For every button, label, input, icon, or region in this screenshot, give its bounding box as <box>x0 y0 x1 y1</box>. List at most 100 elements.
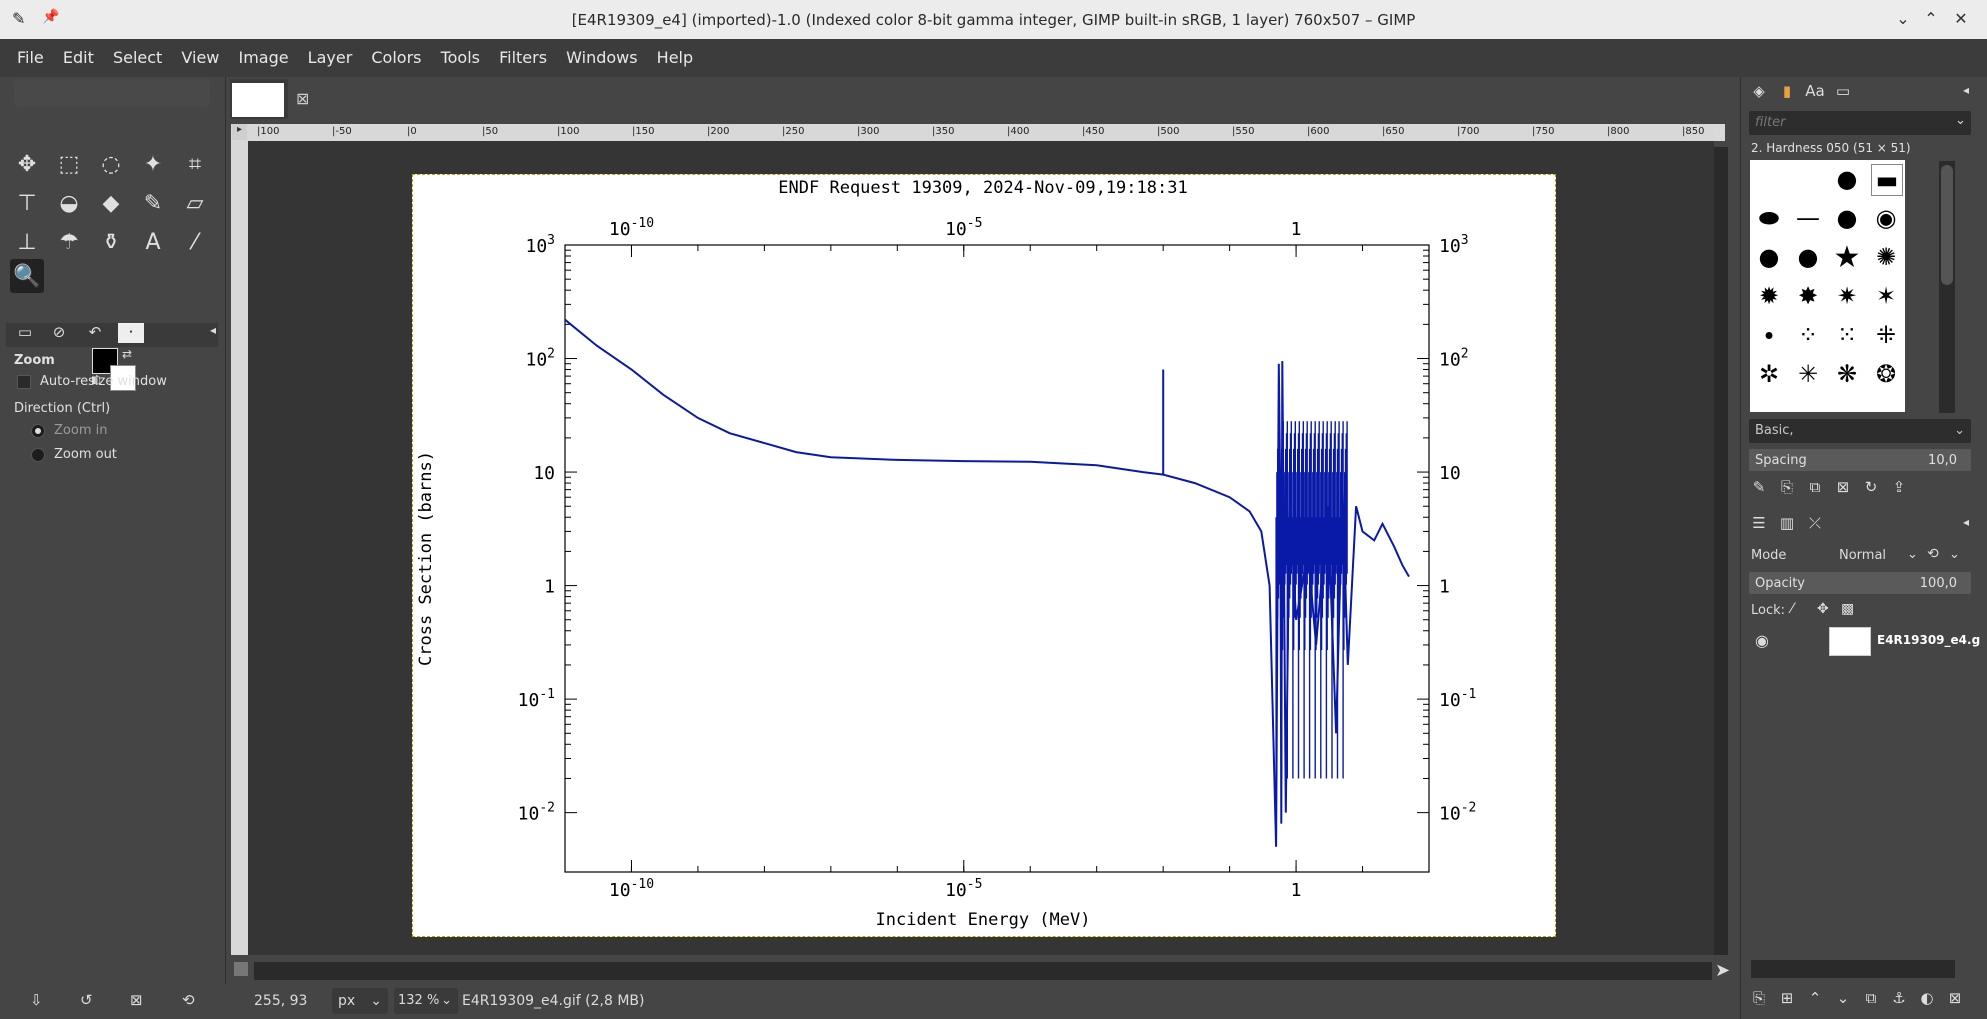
swap-colors-icon[interactable]: ⇄ <box>122 347 133 361</box>
chevron-down-icon[interactable]: ⌄ <box>1949 547 1960 562</box>
dodge-tool-icon[interactable]: ⚱ <box>101 229 121 255</box>
layers-tab-icon[interactable]: ☰ <box>1752 514 1766 532</box>
fonts-tab-icon[interactable]: Aa <box>1805 82 1825 100</box>
vertical-ruler[interactable] <box>231 141 248 955</box>
quick-mask-corner-icon[interactable]: ▸ <box>232 124 247 140</box>
menu-layer[interactable]: Layer <box>307 48 353 67</box>
menu-filters[interactable]: Filters <box>499 48 548 67</box>
brush-tag-select[interactable]: Basic, ⌄ <box>1749 419 1971 443</box>
brush-filter-input[interactable]: filter <box>1749 111 1971 135</box>
new-layer-group-icon[interactable]: ⊞ <box>1780 989 1794 1007</box>
patterns-tab-icon[interactable]: ▮ <box>1782 82 1792 100</box>
visibility-eye-icon[interactable]: ◉ <box>1755 631 1769 650</box>
menu-windows[interactable]: Windows <box>566 48 638 67</box>
mode-select[interactable]: Normal <box>1839 548 1887 563</box>
menu-file[interactable]: File <box>17 48 44 67</box>
navigate-icon[interactable]: ➤ <box>1715 960 1731 981</box>
brushes-tab-icon[interactable]: ◈ <box>1753 82 1765 100</box>
horizontal-scrollbar[interactable] <box>254 962 1712 980</box>
text-tool-icon[interactable]: A <box>145 229 161 255</box>
zoom-in-radio[interactable] <box>31 424 45 438</box>
edit-brush-icon[interactable]: ✎ <box>1752 478 1766 496</box>
reset-tool-options-icon[interactable]: ⟲ <box>182 991 195 1009</box>
menu-view[interactable]: View <box>181 48 220 67</box>
warp-tool-icon[interactable]: ◒ <box>59 190 79 216</box>
menu-edit[interactable]: Edit <box>62 48 94 67</box>
bucket-fill-tool-icon[interactable]: ◆ <box>102 190 120 216</box>
undo-history-tab-icon[interactable]: ↶ <box>88 323 102 341</box>
lasso-tool-icon[interactable]: ◌ <box>101 151 121 177</box>
brush-preset[interactable]: ✸ <box>1797 282 1819 310</box>
brush-preset[interactable]: ⬬ <box>1758 204 1780 232</box>
brush-grid[interactable]: ● ▬ ⬬ — ● ◉ ● ● ★ ✺ ✹ ✸ ✷ ✶ ∙ ⁘ ⁙ ⁜ ✲ ✳ ❋ ❂ <box>1750 160 1905 412</box>
transform-tool-icon[interactable]: ⊤ <box>17 190 37 216</box>
brush-preset[interactable] <box>1754 164 1784 194</box>
eraser-tool-icon[interactable]: ▱ <box>186 190 204 216</box>
unit-select[interactable]: px ⌄ <box>332 988 388 1014</box>
brush-preset[interactable]: ❋ <box>1836 360 1858 388</box>
menu-select[interactable]: Select <box>112 48 163 67</box>
brush-preset[interactable]: ✹ <box>1758 282 1780 310</box>
fuzzy-select-tool-icon[interactable]: ✦ <box>143 151 163 177</box>
brush-preset[interactable]: — <box>1796 204 1820 232</box>
brush-preset[interactable]: ✷ <box>1836 282 1858 310</box>
save-tool-preset-icon[interactable]: ⇩ <box>30 991 43 1009</box>
brush-preset[interactable]: ❂ <box>1875 360 1897 388</box>
zoom-select[interactable]: 132 % ⌄ <box>394 988 458 1014</box>
menu-colors[interactable]: Colors <box>371 48 422 67</box>
raise-layer-icon[interactable]: ⌃ <box>1808 989 1822 1007</box>
brush-preset[interactable]: ⁘ <box>1797 321 1819 349</box>
menu-help[interactable]: Help <box>656 48 694 67</box>
image-canvas[interactable]: ENDF Request 19309, 2024-Nov-09,19:18:31… <box>412 174 1556 937</box>
duplicate-brush-icon[interactable]: ⧉ <box>1809 478 1821 496</box>
panel-menu-icon[interactable]: ◂ <box>1963 515 1970 529</box>
lock-position-icon[interactable]: ✥ <box>1817 601 1829 617</box>
zoom-out-radio[interactable] <box>31 448 45 462</box>
vertical-scrollbar[interactable] <box>1714 147 1728 955</box>
brush-preset[interactable] <box>1793 164 1823 194</box>
lower-layer-icon[interactable]: ⌄ <box>1836 989 1850 1007</box>
clone-tool-icon[interactable]: ⊥ <box>17 229 37 255</box>
brush-preset[interactable]: ✺ <box>1875 243 1897 271</box>
restore-tool-preset-icon[interactable]: ↺ <box>80 991 93 1009</box>
spacing-slider[interactable]: Spacing 10,0 <box>1749 449 1971 471</box>
delete-layer-icon[interactable]: ⊠ <box>1948 989 1962 1007</box>
mask-layer-icon[interactable]: ◐ <box>1920 989 1934 1007</box>
image-tab[interactable] <box>230 79 288 119</box>
channels-tab-icon[interactable]: ▥ <box>1779 514 1795 532</box>
menu-tools[interactable]: Tools <box>440 48 480 67</box>
close-window-button[interactable]: ✕ <box>1954 9 1968 28</box>
paths-tab-icon[interactable]: ⤫ <box>1808 514 1821 532</box>
brush-preset[interactable]: ∙ <box>1761 321 1777 349</box>
brush-scrollbar[interactable] <box>1939 161 1955 413</box>
brush-preset[interactable]: ● <box>1836 165 1858 193</box>
brush-preset[interactable]: ✶ <box>1875 282 1897 310</box>
delete-brush-icon[interactable]: ⊠ <box>1836 478 1850 496</box>
brush-preset[interactable]: ⁜ <box>1875 321 1897 349</box>
quick-mask-toggle[interactable] <box>234 962 248 976</box>
brush-preset[interactable]: ◉ <box>1875 204 1897 232</box>
minimize-button[interactable]: ⌄ <box>1896 9 1910 28</box>
duplicate-layer-icon[interactable]: ⧉ <box>1865 989 1877 1007</box>
device-status-tab-icon[interactable]: ⊘ <box>52 323 66 341</box>
zoom-tool-icon[interactable]: 🔍 <box>10 259 44 293</box>
background-color-swatch[interactable] <box>110 365 136 391</box>
images-tab-icon[interactable]: · <box>118 323 144 343</box>
brush-preset[interactable]: ✳ <box>1797 360 1819 388</box>
delete-tool-preset-icon[interactable]: ⊠ <box>130 991 143 1009</box>
opacity-slider[interactable]: Opacity 100,0 <box>1749 572 1971 594</box>
auto-resize-checkbox[interactable] <box>17 375 31 389</box>
layers-scrollbar[interactable] <box>1751 960 1955 978</box>
lock-pixels-icon[interactable]: ⁄ <box>1791 601 1794 617</box>
crop-tool-icon[interactable]: ⌗ <box>188 151 202 177</box>
brush-preset[interactable]: ★ <box>1833 239 1861 275</box>
brush-preset[interactable]: ● <box>1758 243 1780 271</box>
new-layer-icon[interactable]: ⎘ <box>1752 989 1765 1007</box>
close-image-tab-icon[interactable]: ⊠ <box>296 89 310 108</box>
move-tool-icon[interactable]: ✥ <box>17 151 37 177</box>
panel-menu-icon[interactable]: ◂ <box>1963 83 1970 97</box>
tool-options-tab-icon[interactable]: ▭ <box>17 323 33 341</box>
switch-mode-icon[interactable]: ⟲ <box>1927 546 1939 562</box>
maximize-button[interactable]: ⌃ <box>1924 9 1938 28</box>
menu-image[interactable]: Image <box>238 48 289 67</box>
